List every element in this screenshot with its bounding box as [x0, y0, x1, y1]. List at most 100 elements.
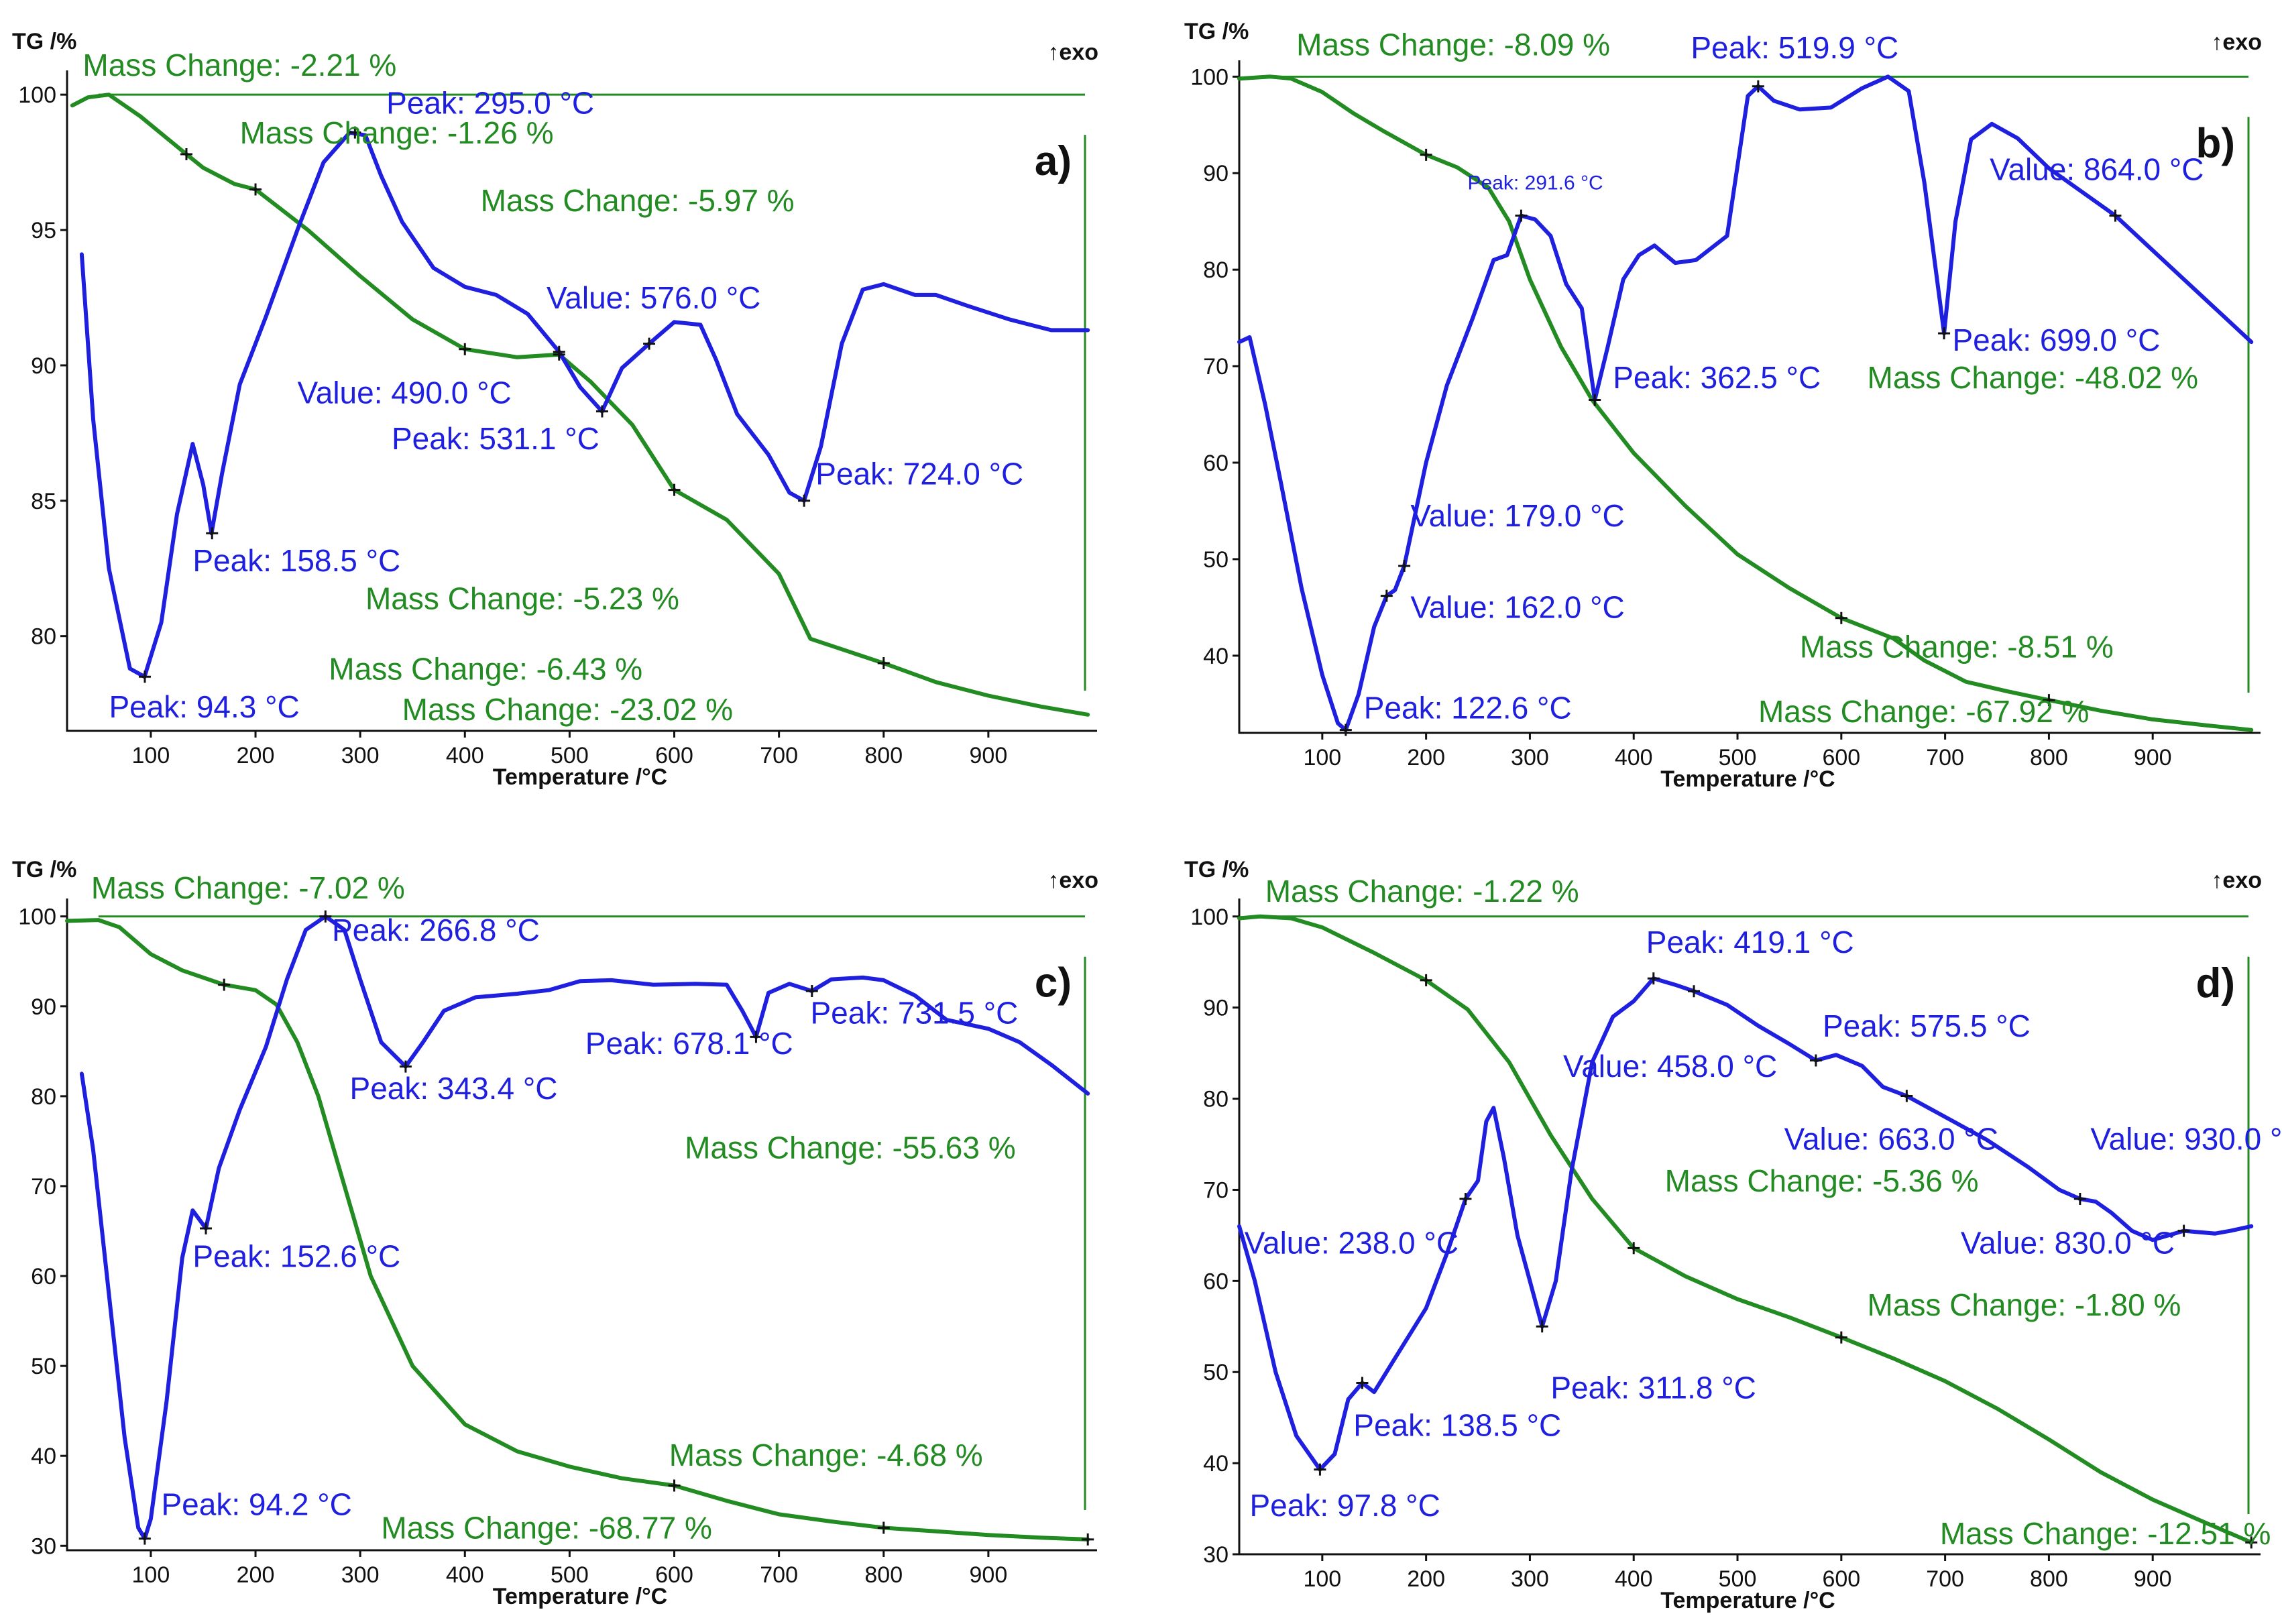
y-tick-label: 30: [31, 1533, 56, 1559]
x-tick-label: 200: [237, 1562, 275, 1588]
panel-b: 100 200 300 400 500 600 700 800 900 40 50 60 70 80 90 1…: [1184, 19, 2262, 792]
x-tick-label: 400: [1615, 745, 1653, 770]
x-tick-label: 600: [655, 743, 693, 768]
y-tick-label: 60: [1203, 451, 1229, 476]
peak-value-label: Peak: 343.4 °C: [350, 1071, 558, 1106]
peak-marker: [180, 148, 192, 160]
peak-value-label: Peak: 519.9 °C: [1691, 30, 1898, 65]
x-tick-label: 100: [132, 1562, 170, 1588]
x-tick-label: 200: [1407, 745, 1445, 770]
x-tick-label: 900: [2134, 1566, 2172, 1592]
dsc-curve: [79, 914, 1090, 1541]
x-tick-label: 800: [864, 1562, 903, 1588]
peak-marker: [1420, 974, 1432, 986]
peak-marker: [750, 1031, 762, 1043]
peak-marker: [319, 910, 332, 923]
y-tick-label: 100: [18, 82, 56, 108]
y-axis-title: TG /%: [1184, 19, 1249, 44]
y-tick-label: 80: [31, 624, 56, 650]
y-tick-label: 40: [1203, 1451, 1229, 1476]
panel-d: 100 200 300 400 500 600 700 800 900 30 40 50 60 70 80 9…: [1184, 857, 2282, 1613]
peak-marker: [1809, 1054, 1822, 1067]
mass-change-label: Mass Change: -4.68 %: [669, 1438, 983, 1472]
exo-label: ↑exo: [2211, 868, 2262, 893]
peak-value-label: Value: 663.0 °C: [1784, 1122, 1998, 1157]
peak-value-label: Peak: 531.1 °C: [392, 421, 600, 456]
mass-change-label: Mass Change: -5.23 %: [365, 581, 679, 616]
peak-marker: [798, 494, 811, 507]
peak-marker: [2073, 1193, 2086, 1206]
x-tick-label: 600: [1822, 1566, 1860, 1592]
mass-change-label: Mass Change: -6.43 %: [329, 651, 642, 686]
x-tick-label: 800: [2030, 1566, 2068, 1592]
y-tick-label: 90: [31, 353, 56, 379]
peak-marker: [1900, 1090, 1913, 1102]
peak-value-label: Peak: 122.6 °C: [1364, 690, 1572, 725]
peak-value-label: Peak: 138.5 °C: [1353, 1407, 1561, 1442]
peak-marker: [399, 1060, 412, 1073]
mass-change-label: Mass Change: -67.92 %: [1758, 694, 2090, 729]
y-tick-label: 80: [1203, 257, 1229, 283]
peak-value-label: Peak: 152.6 °C: [192, 1239, 400, 1274]
peak-marker: [1589, 394, 1601, 406]
peak-marker: [1380, 589, 1393, 602]
peak-value-label: Value: 576.0 °C: [547, 280, 760, 315]
x-tick-label: 200: [237, 743, 275, 768]
y-tick-label: 100: [1190, 905, 1229, 930]
y-tick-label: 40: [1203, 644, 1229, 669]
mass-change-label: Mass Change: -5.97 %: [481, 183, 795, 218]
exo-label: ↑exo: [2211, 30, 2262, 55]
y-axis-title: TG /%: [12, 29, 76, 54]
x-tick-label: 500: [1719, 1566, 1757, 1592]
tg-curve: [1237, 74, 2254, 732]
mass-change-label: Mass Change: -55.63 %: [685, 1130, 1016, 1165]
y-tick-label: 90: [31, 994, 56, 1020]
x-tick-label: 500: [1719, 745, 1757, 770]
peak-marker: [200, 1222, 213, 1234]
y-tick-label: 60: [1203, 1269, 1229, 1294]
peak-value-label: Peak: 575.5 °C: [1823, 1008, 2031, 1043]
x-tick-label: 300: [341, 743, 380, 768]
y-tick-label: 50: [31, 1354, 56, 1379]
panel-label: b): [2195, 120, 2235, 166]
peak-marker: [1536, 1320, 1548, 1333]
peak-marker: [1688, 985, 1701, 998]
mass-change-label: Mass Change: -1.80 %: [1868, 1287, 2181, 1322]
peak-marker: [668, 1479, 681, 1492]
peak-marker: [595, 405, 608, 418]
peak-marker: [1752, 80, 1764, 93]
y-tick-label: 90: [1203, 161, 1229, 186]
panel-a: 100 200 300 400 500 600 700 800 900 80 85 90 95 100 TG…: [12, 29, 1098, 790]
panel-c: 100 200 300 400 500 600 700 800 900 30 40 50 60 70 80 9…: [12, 857, 1098, 1609]
mass-change-label: Mass Change: -1.22 %: [1265, 874, 1579, 909]
peak-marker: [1938, 327, 1951, 340]
peak-value-label: Peak: 291.6 °C: [1468, 172, 1603, 194]
mass-change-label: Mass Change: -5.36 %: [1665, 1163, 1979, 1198]
peak-marker: [1647, 972, 1660, 985]
x-tick-label: 700: [1926, 1566, 1964, 1592]
peak-marker: [206, 527, 219, 540]
peak-marker: [643, 337, 656, 350]
peak-marker: [2177, 1224, 2190, 1237]
x-tick-label: 900: [970, 743, 1008, 768]
y-tick-label: 70: [1203, 1177, 1229, 1203]
x-tick-label: 600: [655, 1562, 693, 1588]
y-axis-title: TG /%: [12, 857, 76, 882]
peak-value-label: Value: 458.0 °C: [1563, 1049, 1777, 1084]
peak-value-label: Peak: 699.0 °C: [1952, 323, 2160, 357]
peak-value-label: Peak: 158.5 °C: [192, 543, 400, 578]
y-tick-label: 50: [1203, 547, 1229, 573]
peak-marker: [1515, 209, 1528, 222]
x-tick-label: 800: [864, 743, 903, 768]
x-tick-label: 100: [1303, 745, 1341, 770]
peak-marker: [1459, 1193, 1472, 1206]
dsc-curve: [1237, 74, 2254, 732]
x-tick-label: 100: [132, 743, 170, 768]
y-tick-label: 60: [31, 1264, 56, 1289]
peak-marker: [1835, 612, 1847, 624]
peak-marker: [2043, 694, 2055, 707]
x-tick-label: 400: [1615, 1566, 1653, 1592]
tg-curve: [1237, 914, 2254, 1545]
peak-marker: [553, 345, 565, 358]
